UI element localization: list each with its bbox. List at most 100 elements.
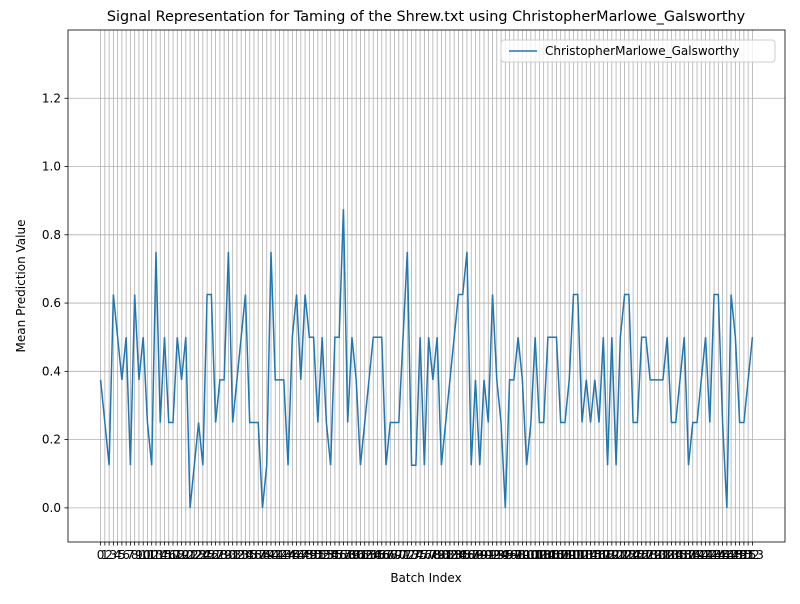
x-tick-label: 68 <box>383 548 398 562</box>
x-tick-label: 108 <box>549 548 572 562</box>
x-tick-label: 65 <box>370 548 385 562</box>
x-tick-label: 63 <box>361 548 376 562</box>
x-tick-label: 3 <box>110 548 118 562</box>
x-tick-label: 107 <box>545 548 568 562</box>
x-tick-label: 98 <box>510 548 525 562</box>
x-tick-label: 90 <box>476 548 491 562</box>
x-tick-label: 41 <box>268 548 283 562</box>
x-tick-label: 62 <box>357 548 372 562</box>
x-tick-label: 128 <box>634 548 657 562</box>
x-tick-label: 150 <box>728 548 751 562</box>
x-tick-label: 42 <box>272 548 287 562</box>
x-tick-label: 22 <box>187 548 202 562</box>
x-tick-label: 145 <box>707 548 730 562</box>
x-tick-label: 21 <box>182 548 197 562</box>
x-tick-label: 112 <box>566 548 589 562</box>
x-tick-label: 37 <box>251 548 266 562</box>
x-tick-label: 7 <box>127 548 135 562</box>
x-tick-label: 82 <box>442 548 457 562</box>
x-tick-label: 48 <box>297 548 312 562</box>
x-tick-label: 64 <box>366 548 381 562</box>
x-tick-label: 127 <box>630 548 653 562</box>
x-tick-label: 151 <box>732 548 755 562</box>
x-tick-label: 8 <box>131 548 139 562</box>
x-tick-label: 146 <box>711 548 734 562</box>
chart-title: Signal Representation for Taming of the … <box>107 9 746 25</box>
x-tick-label: 137 <box>673 548 696 562</box>
x-tick-label: 2 <box>105 548 113 562</box>
x-tick-label: 84 <box>451 548 466 562</box>
plot-frame <box>67 29 786 543</box>
y-tick-label: 1.2 <box>42 91 61 105</box>
y-tick-label: 0.4 <box>42 364 61 378</box>
x-tick-label: 16 <box>161 548 176 562</box>
x-tick-label: 15 <box>157 548 172 562</box>
legend-box <box>500 39 776 63</box>
x-tick-label: 11 <box>140 548 155 562</box>
x-tick-label: 5 <box>118 548 126 562</box>
x-tick-label: 147 <box>715 548 738 562</box>
x-tick-label: 59 <box>344 548 359 562</box>
y-tick-label: 0.8 <box>42 228 61 242</box>
x-tick-label: 136 <box>669 548 692 562</box>
x-tick-label: 115 <box>579 548 602 562</box>
x-tick-label: 20 <box>178 548 193 562</box>
x-tick-label: 141 <box>690 548 713 562</box>
x-tick-label: 69 <box>387 548 402 562</box>
x-tick-label: 44 <box>280 548 295 562</box>
x-tick-label: 71 <box>395 548 410 562</box>
x-tick-label: 133 <box>656 548 679 562</box>
x-tick-label: 114 <box>575 548 598 562</box>
x-tick-label: 18 <box>170 548 185 562</box>
x-axis-label: Batch Index <box>390 571 461 585</box>
x-tick-label: 50 <box>306 548 321 562</box>
x-tick-label: 88 <box>468 548 483 562</box>
x-tick-label: 153 <box>741 548 764 562</box>
x-tick-label: 45 <box>285 548 300 562</box>
x-tick-label: 131 <box>647 548 670 562</box>
x-tick-label: 148 <box>720 548 743 562</box>
x-tick-label: 122 <box>609 548 632 562</box>
x-tick-label: 94 <box>493 548 508 562</box>
x-tick-label: 73 <box>404 548 419 562</box>
x-tick-label: 9 <box>135 548 143 562</box>
x-tick-label: 118 <box>592 548 615 562</box>
x-tick-label: 10 <box>136 548 151 562</box>
x-tick-label: 35 <box>242 548 257 562</box>
x-tick-label: 12 <box>144 548 159 562</box>
x-tick-label: 76 <box>417 548 432 562</box>
y-tick-label: 0.0 <box>42 501 61 515</box>
x-tick-label: 116 <box>583 548 606 562</box>
x-tick-label: 70 <box>391 548 406 562</box>
x-tick-label: 105 <box>536 548 559 562</box>
x-tick-label: 138 <box>677 548 700 562</box>
x-tick-label: 6 <box>122 548 130 562</box>
x-tick-label: 93 <box>489 548 504 562</box>
x-tick-label: 87 <box>464 548 479 562</box>
x-tick-label: 26 <box>204 548 219 562</box>
x-tick-label: 135 <box>664 548 687 562</box>
x-tick-label: 96 <box>502 548 517 562</box>
x-tick-label: 74 <box>408 548 423 562</box>
x-tick-label: 13 <box>148 548 163 562</box>
x-tick-label: 60 <box>349 548 364 562</box>
x-tick-label: 38 <box>255 548 270 562</box>
x-tick-label: 67 <box>378 548 393 562</box>
x-tick-label: 24 <box>195 548 210 562</box>
x-tick-label: 110 <box>558 548 581 562</box>
x-tick-label: 49 <box>302 548 317 562</box>
x-tick-label: 30 <box>221 548 236 562</box>
x-tick-label: 33 <box>234 548 249 562</box>
x-tick-label: 85 <box>455 548 470 562</box>
x-tick-label: 99 <box>515 548 530 562</box>
x-tick-label: 39 <box>259 548 274 562</box>
legend-label: ChristopherMarlowe_Galsworthy <box>545 44 739 58</box>
x-tick-label: 119 <box>596 548 619 562</box>
x-tick-label: 75 <box>412 548 427 562</box>
x-tick-label: 28 <box>212 548 227 562</box>
x-tick-label: 72 <box>400 548 415 562</box>
x-tick-label: 46 <box>289 548 304 562</box>
y-axis-label: Mean Prediction Value <box>14 220 28 353</box>
x-tick-label: 89 <box>472 548 487 562</box>
